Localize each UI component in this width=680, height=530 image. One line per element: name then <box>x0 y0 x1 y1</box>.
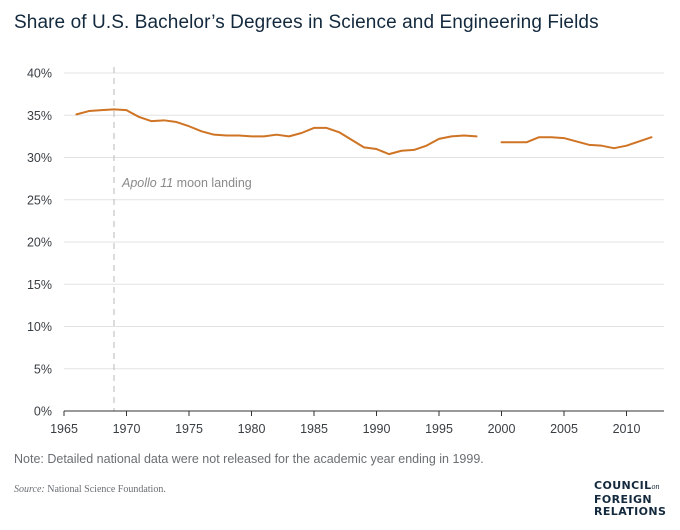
y-tick-label-40: 40% <box>27 67 52 81</box>
source-text: National Science Foundation. <box>47 484 166 495</box>
y-tick-label-15: 15% <box>27 278 52 292</box>
source-label: Source: <box>14 484 45 495</box>
cfr-logo: COUNCILon FOREIGN RELATIONS <box>594 479 667 519</box>
y-tick-label-5: 5% <box>34 362 52 376</box>
annotation-label: Apollo 11 moon landing <box>121 176 252 190</box>
chart-title: Share of U.S. Bachelor’s Degrees in Scie… <box>14 12 599 33</box>
logo-line-2: FOREIGN <box>594 492 652 506</box>
x-tick-label-1995: 1995 <box>425 422 453 436</box>
annotation: Apollo 11 moon landing <box>113 67 252 411</box>
series <box>75 108 653 156</box>
x-tick-label-2000: 2000 <box>488 422 516 436</box>
x-tick-label-1970: 1970 <box>113 422 141 436</box>
gridlines <box>64 72 664 370</box>
y-tick-label-20: 20% <box>27 236 52 250</box>
logo-line-1: COUNCILon <box>594 479 660 492</box>
x-tick-label-1990: 1990 <box>363 422 391 436</box>
x-tick-label-1965: 1965 <box>50 422 78 436</box>
chart-note: Note: Detailed national data were not re… <box>14 452 484 466</box>
x-tick-label-1985: 1985 <box>300 422 328 436</box>
x-tick-label-1980: 1980 <box>238 422 266 436</box>
series-line-segment-2 <box>500 136 653 150</box>
y-tick-label-35: 35% <box>27 109 52 123</box>
y-tick-label-0: 0% <box>34 405 52 419</box>
source-line: Source: National Science Foundation. <box>14 484 166 495</box>
x-tick-label-2005: 2005 <box>550 422 578 436</box>
line-chart: Apollo 11 moon landing 0% 5% 10% 15% 20% 25% 3… <box>27 67 664 436</box>
y-tick-label-30: 30% <box>27 151 52 165</box>
x-tick-label-1975: 1975 <box>175 422 203 436</box>
axes: 0% 5% 10% 15% 20% 25% 30% 35% 40% 1965 1970 1975 198… <box>27 67 664 436</box>
series-line-segment-1 <box>75 108 478 156</box>
y-tick-label-25: 25% <box>27 193 52 207</box>
logo-line-3: RELATIONS <box>594 505 667 518</box>
x-tick-label-2010: 2010 <box>613 422 641 436</box>
y-tick-label-10: 10% <box>27 320 52 334</box>
